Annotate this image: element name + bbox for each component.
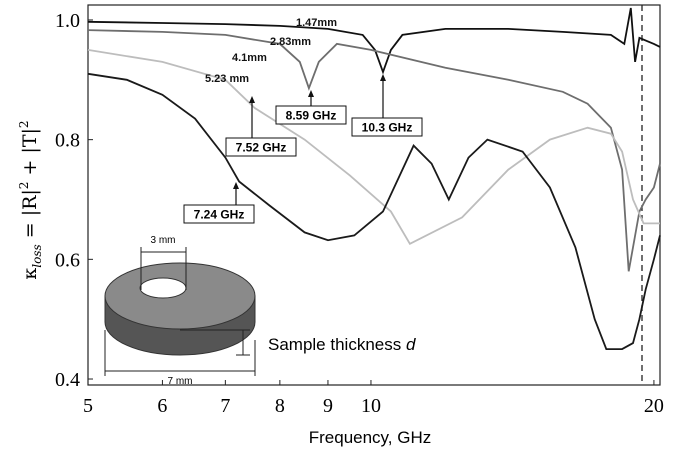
annotation-box [351, 117, 423, 137]
y-label-part: 2 [17, 120, 31, 128]
caption-text: Sample thickness [268, 335, 406, 354]
annotation-label: 7.52 GHz [236, 141, 287, 155]
plot-frame [87, 4, 661, 386]
caption-variable: d [406, 335, 416, 354]
y-label-part: + |T| [19, 128, 41, 181]
arrow-head [380, 74, 386, 81]
x-tick-label: 10 [361, 395, 381, 417]
series-label: 1.47mm [296, 17, 337, 29]
y-tick-label: 0.4 [55, 369, 80, 391]
y-label-part: = |R| [19, 189, 41, 244]
sample-inset: 3 mm 7 mm Sample thickness d [104, 235, 416, 387]
y-label-part: loss [30, 244, 44, 267]
y-axis-label: κloss = |R|2 + |T|2 [17, 120, 44, 279]
x-tick-label: 8 [275, 395, 285, 417]
arrow-head [308, 90, 314, 97]
arrow-head [233, 182, 239, 189]
y-tick-label: 0.8 [55, 130, 80, 152]
inner-diameter-label: 3 mm [151, 235, 176, 246]
series-line [87, 72, 661, 350]
ring-top [104, 262, 256, 330]
x-tick-label: 7 [220, 395, 230, 417]
y-label-part: 2 [17, 182, 31, 190]
annotation-box [225, 137, 297, 157]
ring-hole [139, 277, 187, 299]
series-line [87, 29, 661, 272]
arrow-head [249, 96, 255, 103]
x-axis-label: Frequency, GHz [309, 428, 432, 447]
x-tick-label: 5 [83, 395, 93, 417]
annotation-box [183, 204, 255, 224]
annotation-label: 8.59 GHz [286, 109, 337, 123]
y-tick-label: 0.6 [55, 249, 80, 271]
y-tick-label: 1.0 [55, 10, 80, 32]
x-tick-label: 20 [644, 395, 664, 417]
series-line [87, 7, 661, 75]
outer-diameter-label: 7 mm [168, 376, 193, 387]
annotation-box [275, 105, 347, 125]
annotation-label: 10.3 GHz [362, 121, 413, 135]
inset-caption: Sample thickness d [268, 335, 416, 354]
series-label: 5.23 mm [205, 73, 249, 85]
series-label: 4.1mm [232, 52, 267, 64]
x-tick-label: 6 [157, 395, 167, 417]
series-label: 2.83mm [270, 36, 311, 48]
y-label-part: κ [19, 268, 41, 280]
series-line [87, 49, 660, 245]
x-tick-label: 9 [323, 395, 333, 417]
annotation-label: 7.24 GHz [194, 208, 245, 222]
